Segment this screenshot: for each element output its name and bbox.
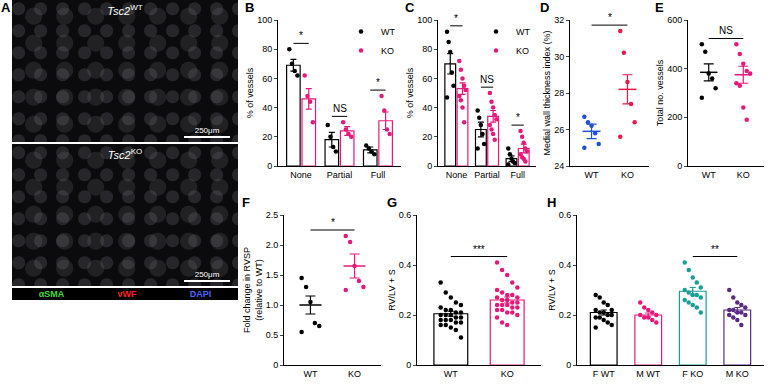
svg-text:20: 20 xyxy=(422,132,432,142)
svg-text:KO: KO xyxy=(621,170,634,180)
svg-text:**: ** xyxy=(711,244,719,255)
html-text:A: A xyxy=(1,0,11,15)
svg-text:1.5: 1.5 xyxy=(266,270,279,280)
svg-text:Fold change in RVSP(relative t: Fold change in RVSP(relative to WT) xyxy=(242,247,264,333)
html-text:C: C xyxy=(405,0,415,15)
svg-text:None: None xyxy=(290,170,312,180)
svg-text:20: 20 xyxy=(262,132,272,142)
svg-text:0: 0 xyxy=(267,161,272,171)
svg-text:NS: NS xyxy=(333,103,347,114)
svg-text:KO: KO xyxy=(737,170,750,180)
svg-text:200: 200 xyxy=(667,112,682,122)
svg-text:0.5: 0.5 xyxy=(266,330,279,340)
svg-text:KO: KO xyxy=(516,46,529,56)
svg-text:80: 80 xyxy=(262,44,272,54)
svg-text:80: 80 xyxy=(422,44,432,54)
svg-text:Partial: Partial xyxy=(327,170,353,180)
html-text:D: D xyxy=(540,0,550,15)
html-text:vWF: vWF xyxy=(117,289,137,299)
svg-text:0.2: 0.2 xyxy=(399,310,412,320)
svg-text:% of vessels: % of vessels xyxy=(245,67,255,118)
svg-text:WT: WT xyxy=(585,170,599,180)
html-text:F: F xyxy=(242,195,250,210)
html-text:DAPI: DAPI xyxy=(189,289,212,299)
svg-text:400: 400 xyxy=(667,64,682,74)
svg-text:0: 0 xyxy=(273,360,278,370)
svg-text:*: * xyxy=(331,217,335,228)
svg-text:F WT: F WT xyxy=(593,369,615,379)
svg-text:100: 100 xyxy=(417,15,432,25)
svg-text:0.4: 0.4 xyxy=(559,260,572,270)
svg-text:30: 30 xyxy=(554,52,564,62)
svg-text:32: 32 xyxy=(554,15,564,25)
svg-text:M KO: M KO xyxy=(726,369,749,379)
svg-text:*: * xyxy=(299,30,303,41)
svg-text:*: * xyxy=(376,77,380,88)
svg-text:Medial wall thickness index (%: Medial wall thickness index (%) xyxy=(542,30,552,155)
svg-text:WT: WT xyxy=(702,170,716,180)
svg-text:***: *** xyxy=(473,244,485,255)
svg-text:NS: NS xyxy=(719,25,733,36)
svg-text:*: * xyxy=(516,112,520,123)
svg-text:M WT: M WT xyxy=(636,369,660,379)
svg-text:KO: KO xyxy=(348,369,361,379)
svg-text:KO: KO xyxy=(381,46,394,56)
svg-text:40: 40 xyxy=(422,103,432,113)
html-text:αSMA: αSMA xyxy=(38,289,65,299)
svg-text:40: 40 xyxy=(262,103,272,113)
svg-text:Full: Full xyxy=(371,170,386,180)
svg-text:WT: WT xyxy=(381,27,395,37)
svg-text:600: 600 xyxy=(667,15,682,25)
svg-text:100: 100 xyxy=(257,15,272,25)
svg-text:KO: KO xyxy=(501,369,514,379)
html-text:E: E xyxy=(655,0,664,15)
svg-text:2.0: 2.0 xyxy=(266,240,279,250)
svg-text:None: None xyxy=(446,170,468,180)
svg-text:NS: NS xyxy=(480,74,494,85)
svg-text:0: 0 xyxy=(406,360,411,370)
svg-text:RV/LV + S: RV/LV + S xyxy=(547,269,557,310)
svg-text:1.0: 1.0 xyxy=(266,300,279,310)
svg-text:F KO: F KO xyxy=(682,369,703,379)
svg-text:0.6: 0.6 xyxy=(399,210,412,220)
html-text:H: H xyxy=(547,195,557,210)
svg-text:Full: Full xyxy=(510,170,525,180)
svg-text:0.2: 0.2 xyxy=(559,310,572,320)
svg-text:*: * xyxy=(454,13,458,24)
html-text:Tsc2KO: Tsc2KO xyxy=(107,147,143,161)
svg-text:60: 60 xyxy=(422,74,432,84)
svg-text:0.4: 0.4 xyxy=(399,260,412,270)
svg-text:*: * xyxy=(608,12,612,23)
html-text:Tsc2WT: Tsc2WT xyxy=(107,3,143,17)
svg-text:WT: WT xyxy=(516,27,530,37)
svg-text:0: 0 xyxy=(566,360,571,370)
svg-text:WT: WT xyxy=(444,369,458,379)
svg-text:RV/LV + S: RV/LV + S xyxy=(387,269,397,310)
svg-text:0: 0 xyxy=(677,161,682,171)
html-text:G: G xyxy=(387,195,398,210)
svg-text:2.5: 2.5 xyxy=(266,210,279,220)
svg-text:28: 28 xyxy=(554,88,564,98)
svg-text:Partial: Partial xyxy=(474,170,500,180)
svg-text:% of vessels: % of vessels xyxy=(405,67,415,118)
html-text:250μm: 250μm xyxy=(194,270,220,279)
svg-text:0: 0 xyxy=(427,161,432,171)
svg-text:26: 26 xyxy=(554,125,564,135)
html-text:B: B xyxy=(245,0,255,15)
svg-text:0.6: 0.6 xyxy=(559,210,572,220)
svg-text:60: 60 xyxy=(262,74,272,84)
svg-text:Total no. vessels: Total no. vessels xyxy=(655,59,665,126)
html-text:250μm: 250μm xyxy=(194,126,220,135)
svg-text:24: 24 xyxy=(554,161,564,171)
svg-text:WT: WT xyxy=(303,369,317,379)
